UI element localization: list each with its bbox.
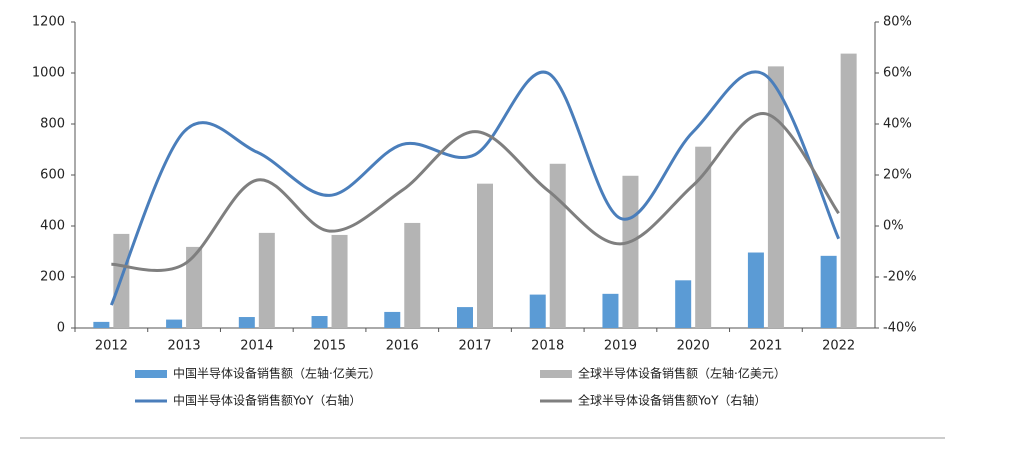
x-tick-label: 2013 — [168, 339, 201, 354]
line-series — [111, 112, 840, 272]
bar — [529, 294, 546, 328]
bar — [186, 246, 203, 328]
bar — [747, 252, 764, 328]
bar — [622, 175, 639, 328]
bar — [384, 311, 401, 328]
y-tick-label: 800 — [40, 117, 65, 132]
y2-tick-label: -20% — [883, 270, 917, 285]
bar — [311, 316, 328, 328]
y2-tick-label: 60% — [883, 66, 912, 81]
y2-tick-label: 40% — [883, 117, 912, 132]
y-tick-label: 0 — [57, 321, 65, 336]
x-tick-label: 2015 — [313, 339, 346, 354]
x-tick-label: 2017 — [458, 339, 491, 354]
y2-tick-label: 80% — [883, 15, 912, 30]
bar — [840, 53, 857, 329]
y2-tick-label: 20% — [883, 168, 912, 183]
bar — [549, 163, 566, 328]
bar — [820, 255, 837, 328]
x-tick-label: 2016 — [386, 339, 419, 354]
y-tick-label: 600 — [40, 168, 65, 183]
bar — [93, 321, 110, 328]
x-tick-label: 2014 — [240, 339, 273, 354]
x-tick-label: 2019 — [604, 339, 637, 354]
legend-label: 全球半导体设备销售额YoY（右轴） — [578, 393, 766, 408]
y2-tick-label: 0% — [883, 219, 904, 234]
bar — [258, 232, 275, 328]
bar — [602, 293, 619, 328]
legend-swatch — [540, 370, 572, 378]
y-tick-label: 1200 — [32, 15, 65, 30]
x-tick-label: 2021 — [749, 339, 782, 354]
x-tick-label: 2018 — [531, 339, 564, 354]
x-tick-label: 2012 — [95, 339, 128, 354]
bar — [331, 234, 348, 328]
bar — [767, 66, 784, 329]
bar — [675, 280, 692, 328]
line-series — [109, 70, 841, 306]
bar — [695, 146, 712, 328]
bar — [404, 222, 421, 328]
legend-label: 全球半导体设备销售额（左轴·亿美元） — [578, 366, 786, 381]
x-tick-label: 2020 — [677, 339, 710, 354]
bar — [477, 183, 493, 328]
y-tick-label: 400 — [40, 219, 65, 234]
bar — [238, 317, 255, 328]
y-tick-label: 200 — [40, 270, 65, 285]
y2-tick-label: -40% — [883, 321, 917, 336]
legend-label: 中国半导体设备销售额YoY（右轴） — [173, 393, 361, 408]
bar — [166, 319, 183, 328]
y-tick-label: 1000 — [32, 66, 65, 81]
legend-label: 中国半导体设备销售额（左轴·亿美元） — [173, 366, 381, 381]
legend-swatch — [135, 370, 167, 378]
bar — [457, 307, 473, 328]
x-tick-label: 2022 — [822, 339, 855, 354]
